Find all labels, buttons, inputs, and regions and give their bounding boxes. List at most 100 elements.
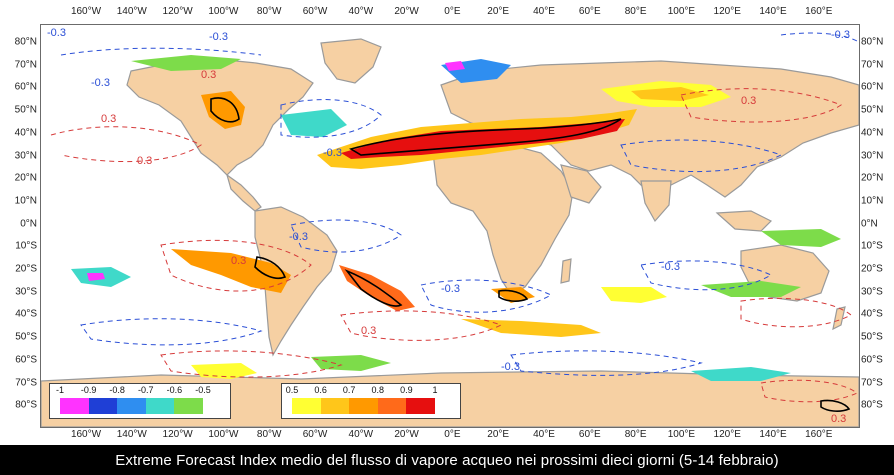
lon-top-5: 60°W [302, 6, 328, 17]
negative-se-pacific-core [87, 273, 105, 281]
negative-antarctic [311, 355, 391, 371]
contour-label-11: -0.3 [441, 283, 460, 295]
map-figure: 160°W 140°W 120°W 100°W 80°W 60°W 40°W 20°W 0°E 2… [14, 6, 884, 440]
india [640, 180, 672, 223]
positive-contour-2 [680, 88, 843, 123]
negative-contour-5 [420, 279, 553, 313]
positive-core-atlantic-eurasia [341, 119, 625, 159]
legend-neg-swatch-0 [60, 398, 89, 414]
contour-label-5: -0.3 [323, 147, 342, 159]
contour-label-14: -0.3 [501, 361, 520, 373]
lat-left-11: 30°S [15, 286, 37, 298]
legend-pos-swatch-4 [406, 398, 435, 414]
lon-top-12: 80°E [624, 6, 647, 17]
sig-contour-eurasia [348, 118, 622, 156]
lat-left-1: 70°N [14, 59, 37, 71]
negative-north-atlantic [281, 109, 347, 137]
lat-right-2: 60°N [861, 81, 884, 93]
lat-left-8: 0°N [20, 218, 37, 230]
positive-siberia-core [631, 87, 709, 101]
negative-antarctic-east [691, 367, 791, 381]
lon-top-7: 20°W [394, 6, 419, 17]
legend-pos-tick-2: 0.7 [342, 385, 356, 395]
lat-right-6: 20°N [861, 172, 884, 184]
contour-label-4: 0.3 [101, 113, 117, 125]
contour-label-10: 0.3 [231, 255, 247, 267]
greenland [320, 38, 382, 84]
lat-left-9: 10°S [15, 240, 37, 252]
contour-label-15: 0.3 [831, 413, 847, 425]
legend-neg-tick-2: -0.8 [109, 385, 125, 395]
contour-label-3: -0.3 [91, 77, 110, 89]
negative-contour-8 [510, 350, 703, 376]
positive-contour-1 [50, 126, 202, 163]
lon-bottom-16: 160°E [805, 429, 833, 440]
lon-top-1: 140°W [116, 6, 147, 17]
lon-top-0: 160°W [70, 6, 102, 17]
lon-top-10: 40°E [533, 6, 555, 17]
contour-label-1: -0.3 [209, 31, 228, 43]
arabia [560, 164, 602, 204]
lat-left-15: 70°S [15, 377, 37, 388]
legend-neg-swatch-3 [145, 398, 175, 414]
contour-label-0: -0.3 [47, 27, 66, 39]
legend-pos-tick-4: 0.9 [400, 385, 413, 395]
lon-bottom-0: 160°W [70, 429, 102, 440]
new-zealand [832, 306, 846, 331]
legend-pos-tick-0: 0.5 [285, 385, 299, 395]
legend-negative: -1 -0.9 -0.8 -0.7 -0.6 -0.5 [49, 383, 231, 419]
lon-bottom-9: 20°E [487, 429, 510, 440]
lat-left-13: 50°S [15, 331, 37, 343]
negative-australia [701, 281, 801, 297]
lat-right-4: 40°N [861, 127, 884, 139]
positive-south-indian [601, 287, 667, 303]
sig-contour-south-pacific [254, 256, 287, 280]
legend-pos-tick-5: 1 [432, 385, 438, 395]
lon-bottom-14: 120°E [713, 429, 741, 440]
lon-top-15: 140°E [759, 6, 787, 17]
lon-top-8: 0°E [444, 6, 461, 17]
lat-left-12: 40°S [15, 308, 37, 320]
legend-pos-swatch-2 [349, 398, 378, 414]
lon-bottom-2: 120°W [162, 429, 193, 440]
maritime-continent [715, 210, 773, 232]
lat-left-3: 50°N [14, 104, 37, 116]
legend-neg-swatch-2 [117, 398, 146, 414]
negative-contour-3 [620, 139, 783, 173]
efi-map [41, 32, 859, 427]
contour-label-9: -0.3 [289, 231, 308, 243]
lon-bottom-11: 60°E [578, 429, 601, 440]
map-panel: -0.3 -0.3 0.3 -0.3 0.3 -0.3 0.3 -0.3 0.3 -0.3 0.3 -… [40, 24, 860, 428]
lat-left-16: 80°S [15, 399, 37, 411]
lat-right-0: 80°N [861, 36, 884, 48]
legend-neg-tick-0: -1 [55, 385, 65, 395]
lon-top-4: 80°W [256, 6, 282, 17]
lon-top-9: 20°E [487, 6, 510, 17]
positive-contour-4 [340, 310, 503, 341]
madagascar [560, 258, 572, 284]
lat-left-4: 40°N [14, 127, 37, 139]
positive-contour-3 [160, 239, 312, 292]
lat-right-1: 70°N [861, 59, 884, 71]
legend-positive: 0.5 0.6 0.7 0.8 0.9 1 [281, 383, 461, 419]
negative-north-pacific [131, 55, 241, 71]
contour-label-2: 0.3 [201, 69, 217, 81]
lon-top-13: 100°E [667, 6, 696, 17]
lon-bottom-8: 0°E [444, 429, 461, 440]
lon-top-14: 120°E [713, 6, 741, 17]
positive-contour-5 [740, 297, 852, 328]
sig-contour-south-africa [498, 289, 529, 302]
contour-lines [50, 32, 858, 403]
negative-indian-ocean [761, 229, 841, 247]
lat-right-5: 30°N [861, 150, 884, 161]
contour-label-8: 0.3 [741, 95, 757, 107]
lon-bottom-13: 100°E [667, 429, 696, 440]
lat-right-10: 20°S [861, 263, 883, 275]
lat-right-16: 80°S [861, 399, 883, 411]
lon-bottom-6: 40°W [348, 429, 374, 440]
lat-right-15: 70°S [861, 377, 883, 388]
sig-contour-south-atlantic [344, 269, 403, 307]
lon-bottom-7: 20°W [394, 429, 419, 440]
lon-top-2: 120°W [162, 6, 193, 17]
figure-caption: Extreme Forecast Index medio del flusso … [0, 445, 894, 475]
